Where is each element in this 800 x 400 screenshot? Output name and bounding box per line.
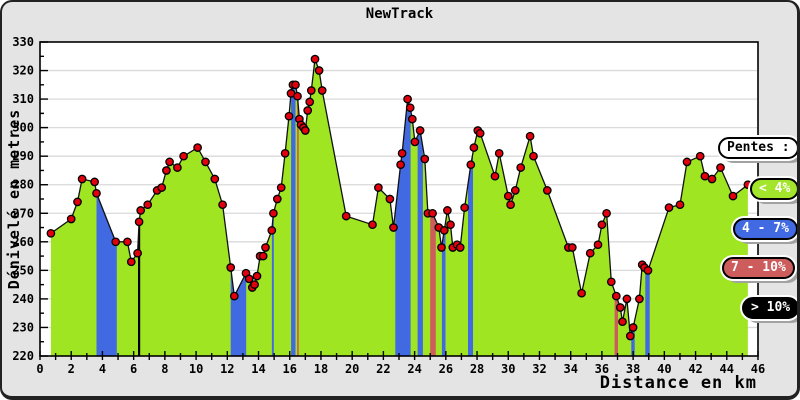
svg-text:320: 320 — [12, 64, 34, 78]
legend-item-4-7[interactable]: 4 - 7% — [733, 218, 797, 240]
svg-text:38: 38 — [626, 362, 640, 376]
svg-text:12: 12 — [220, 362, 234, 376]
svg-text:30: 30 — [501, 362, 515, 376]
svg-text:290: 290 — [12, 149, 34, 163]
svg-text:28: 28 — [470, 362, 484, 376]
svg-text:40: 40 — [657, 362, 671, 376]
svg-text:260: 260 — [12, 235, 34, 249]
svg-text:280: 280 — [12, 178, 34, 192]
svg-text:36: 36 — [595, 362, 609, 376]
svg-text:250: 250 — [12, 263, 34, 277]
legend-item-lt4[interactable]: < 4% — [750, 178, 797, 200]
svg-text:22: 22 — [376, 362, 390, 376]
svg-text:6: 6 — [130, 362, 137, 376]
svg-text:16: 16 — [283, 362, 297, 376]
svg-text:270: 270 — [12, 206, 34, 220]
svg-text:42: 42 — [688, 362, 702, 376]
x-axis-title: Distance en km — [599, 373, 757, 393]
svg-text:310: 310 — [12, 92, 34, 106]
legend-pentes-button[interactable]: Pentes : — [718, 137, 797, 159]
svg-text:2: 2 — [68, 362, 75, 376]
svg-text:24: 24 — [407, 362, 421, 376]
svg-text:4: 4 — [99, 362, 106, 376]
svg-text:230: 230 — [12, 320, 34, 334]
svg-text:10: 10 — [189, 362, 203, 376]
legend-item-gt10[interactable]: > 10% — [742, 297, 797, 319]
svg-text:46: 46 — [751, 362, 765, 376]
svg-text:330: 330 — [12, 35, 34, 49]
svg-text:18: 18 — [314, 362, 328, 376]
legend-item-7-10[interactable]: 7 - 10% — [722, 257, 795, 279]
svg-text:8: 8 — [161, 362, 168, 376]
svg-text:220: 220 — [12, 349, 34, 363]
chart-title: NewTrack — [365, 6, 434, 22]
svg-text:44: 44 — [720, 362, 734, 376]
svg-text:240: 240 — [12, 292, 34, 306]
svg-text:300: 300 — [12, 121, 34, 135]
svg-text:34: 34 — [563, 362, 577, 376]
svg-text:0: 0 — [36, 362, 43, 376]
svg-text:26: 26 — [439, 362, 453, 376]
svg-text:14: 14 — [251, 362, 265, 376]
svg-text:32: 32 — [532, 362, 546, 376]
y-axis-title: Dénivelé en metres — [5, 108, 23, 290]
svg-text:20: 20 — [345, 362, 359, 376]
